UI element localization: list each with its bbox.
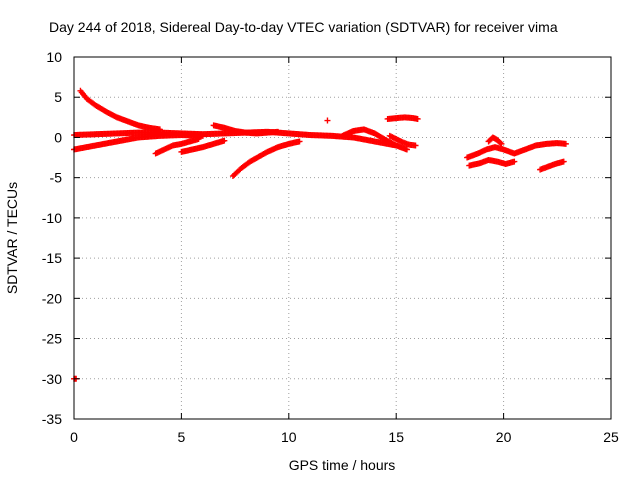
data-point: [498, 140, 505, 147]
y-tick-label: -10: [42, 210, 62, 226]
series-band-upper-decay: [77, 87, 163, 133]
data-point: [296, 138, 303, 145]
x-tick-label: 5: [178, 429, 186, 445]
x-tick-label: 25: [603, 429, 619, 445]
y-tick-label: -30: [42, 371, 62, 387]
plot-frame: [73, 56, 612, 420]
series-band-18-23-cluster-a: [464, 140, 569, 161]
data-point: [511, 158, 518, 165]
series-band-3-5-dip: [152, 136, 202, 157]
x-axis-label: GPS time / hours: [289, 457, 396, 473]
y-axis-label: SDTVAR / TECUs: [4, 182, 20, 294]
data-point: [414, 115, 421, 122]
data-point: [324, 117, 331, 124]
series-band-12-15-hump: [339, 126, 410, 153]
data-point: [560, 158, 567, 165]
data-point: [403, 146, 410, 153]
series-band-lower-rise: [71, 132, 206, 153]
series-outlier-11-8: [324, 117, 331, 124]
data-point: [275, 128, 282, 135]
grid: [74, 57, 611, 419]
data-point: [497, 139, 504, 146]
x-tick-label: 20: [496, 429, 512, 445]
y-tick-label: 10: [46, 49, 62, 65]
y-tick-label: -25: [42, 331, 62, 347]
data-point: [195, 136, 202, 143]
y-tick-label: -5: [50, 170, 63, 186]
series-band-7-10-rise: [229, 138, 303, 180]
x-tick-label: 0: [70, 429, 78, 445]
series-band-5-7-spread: [178, 137, 228, 155]
axes: 0 5 10 15 20 25 10 5 0 -5 -10 -15 -20 -25 -30 -35: [42, 49, 619, 445]
series-band-19-20-spike: [485, 134, 505, 147]
series-band-15-16-high: [384, 114, 421, 122]
chart-title: Day 244 of 2018, Sidereal Day-to-day VTE…: [49, 19, 558, 35]
series-band-6-9-upper: [210, 122, 282, 137]
y-tick-label: 0: [54, 129, 62, 145]
data-point: [562, 140, 569, 147]
x-tick-label: 15: [388, 429, 404, 445]
y-tick-label: -35: [42, 411, 62, 427]
y-tick-label: 5: [54, 89, 62, 105]
y-tick-label: -20: [42, 290, 62, 306]
data-point: [412, 142, 419, 149]
series-band-15-16-low: [386, 132, 419, 149]
y-tick-label: -15: [42, 250, 62, 266]
data-point: [199, 132, 206, 139]
series-band-18-21-cluster-b: [466, 156, 518, 169]
data-points: [71, 87, 569, 382]
data-point: [221, 137, 228, 144]
series-band-22-23-low: [537, 158, 567, 173]
x-tick-label: 10: [281, 429, 297, 445]
